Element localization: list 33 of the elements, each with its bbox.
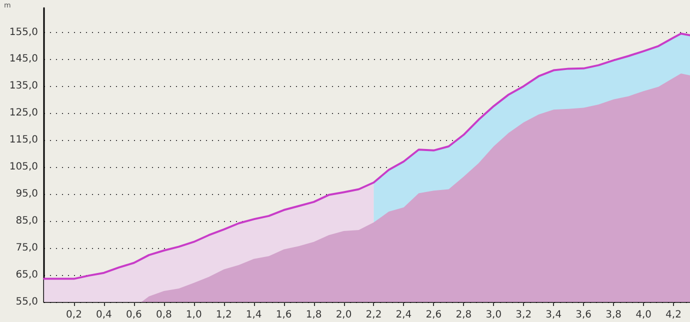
y-tick-label: 155,0 [9, 26, 38, 38]
x-tick-label: 1,2 [216, 310, 232, 320]
y-tick-label: 85,0 [16, 216, 38, 227]
y-tick-label: 75,0 [16, 242, 38, 254]
x-tick-label: 3,8 [606, 310, 622, 320]
y-tick-label: 55,0 [16, 296, 38, 308]
x-tick-label: 2,8 [456, 310, 472, 320]
x-tick-label: 3,2 [516, 310, 532, 320]
line-series [43, 32, 690, 280]
x-tick-label: 3,4 [546, 310, 562, 320]
x-tick-label: 3,0 [486, 310, 502, 320]
y-tick-label: 95,0 [16, 188, 38, 200]
x-tick-label: 1,8 [306, 310, 322, 320]
x-tick-label: 4,0 [636, 310, 652, 320]
x-tick-label: 2,6 [426, 310, 442, 320]
x-tick-label: 0,6 [126, 310, 142, 320]
x-tick-label: 4,2 [666, 310, 682, 320]
x-tick-label: 3,6 [576, 310, 592, 320]
x-tick-label: 1,0 [186, 310, 202, 320]
x-tick-label: 0,4 [96, 310, 112, 320]
x-tick-label: 0,2 [66, 310, 82, 320]
x-tick-label: 2,4 [396, 310, 412, 320]
x-tick-label: 2,2 [366, 310, 382, 320]
y-tick-label: 125,0 [9, 108, 38, 119]
y-tick-label: 145,0 [9, 54, 38, 65]
x-tick-label: 2,0 [336, 310, 352, 320]
x-tick-label: 1,4 [246, 310, 262, 320]
y-tick-label: 65,0 [16, 270, 38, 281]
x-tick-label: 0,8 [156, 310, 172, 320]
y-tick-label: 135,0 [9, 80, 38, 92]
y-tick-label: 115,0 [9, 134, 38, 146]
x-tick-label: 1,6 [276, 310, 292, 320]
y-tick-label: 105,0 [9, 162, 38, 173]
